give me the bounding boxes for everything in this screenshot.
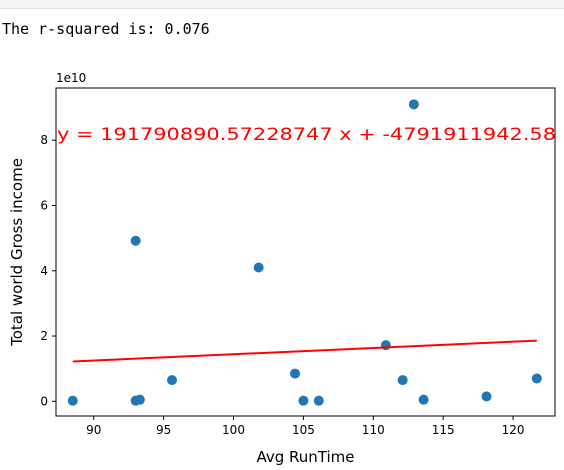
data-point xyxy=(167,375,178,386)
x-tick-label: 100 xyxy=(222,423,245,437)
y-axis-ticks: 0 2 4 6 8 xyxy=(40,133,56,408)
data-point xyxy=(134,394,145,405)
cell-top-border xyxy=(0,0,564,9)
regression-line xyxy=(72,339,537,363)
y-tick-label: 8 xyxy=(40,133,48,147)
points-layer xyxy=(67,99,542,406)
regression-equation: y = 191790890.57228747 x + -4791911942.5… xyxy=(57,125,556,145)
y-tick-label: 0 xyxy=(40,394,48,408)
x-tick-label: 90 xyxy=(86,423,101,437)
x-tick-label: 115 xyxy=(432,423,455,437)
data-point xyxy=(531,373,542,384)
x-tick-label: 95 xyxy=(156,423,171,437)
data-point xyxy=(67,395,78,406)
x-tick-label: 120 xyxy=(502,423,525,437)
data-point xyxy=(253,262,264,273)
x-tick-label: 110 xyxy=(362,423,385,437)
y-axis-scale-label: 1e10 xyxy=(56,71,86,85)
x-tick-label: 105 xyxy=(292,423,315,437)
data-point xyxy=(290,368,301,379)
data-point xyxy=(418,394,429,405)
data-point xyxy=(481,391,492,402)
data-point xyxy=(408,99,419,110)
data-point xyxy=(380,340,391,351)
data-point xyxy=(298,395,309,406)
plot-frame xyxy=(55,87,556,417)
data-point xyxy=(313,395,324,406)
data-point xyxy=(130,235,141,246)
y-axis-label: Total world Gross income xyxy=(8,158,26,347)
x-axis-ticks: 90 95 100 105 110 115 120 xyxy=(86,416,525,437)
y-tick-label: 2 xyxy=(40,329,48,343)
data-point xyxy=(397,375,408,386)
r-squared-output: The r-squared is: 0.076 xyxy=(2,20,210,38)
y-tick-label: 6 xyxy=(40,198,48,212)
y-tick-label: 4 xyxy=(40,264,48,278)
x-axis-label: Avg RunTime xyxy=(256,448,354,466)
regression-layer xyxy=(72,339,537,363)
